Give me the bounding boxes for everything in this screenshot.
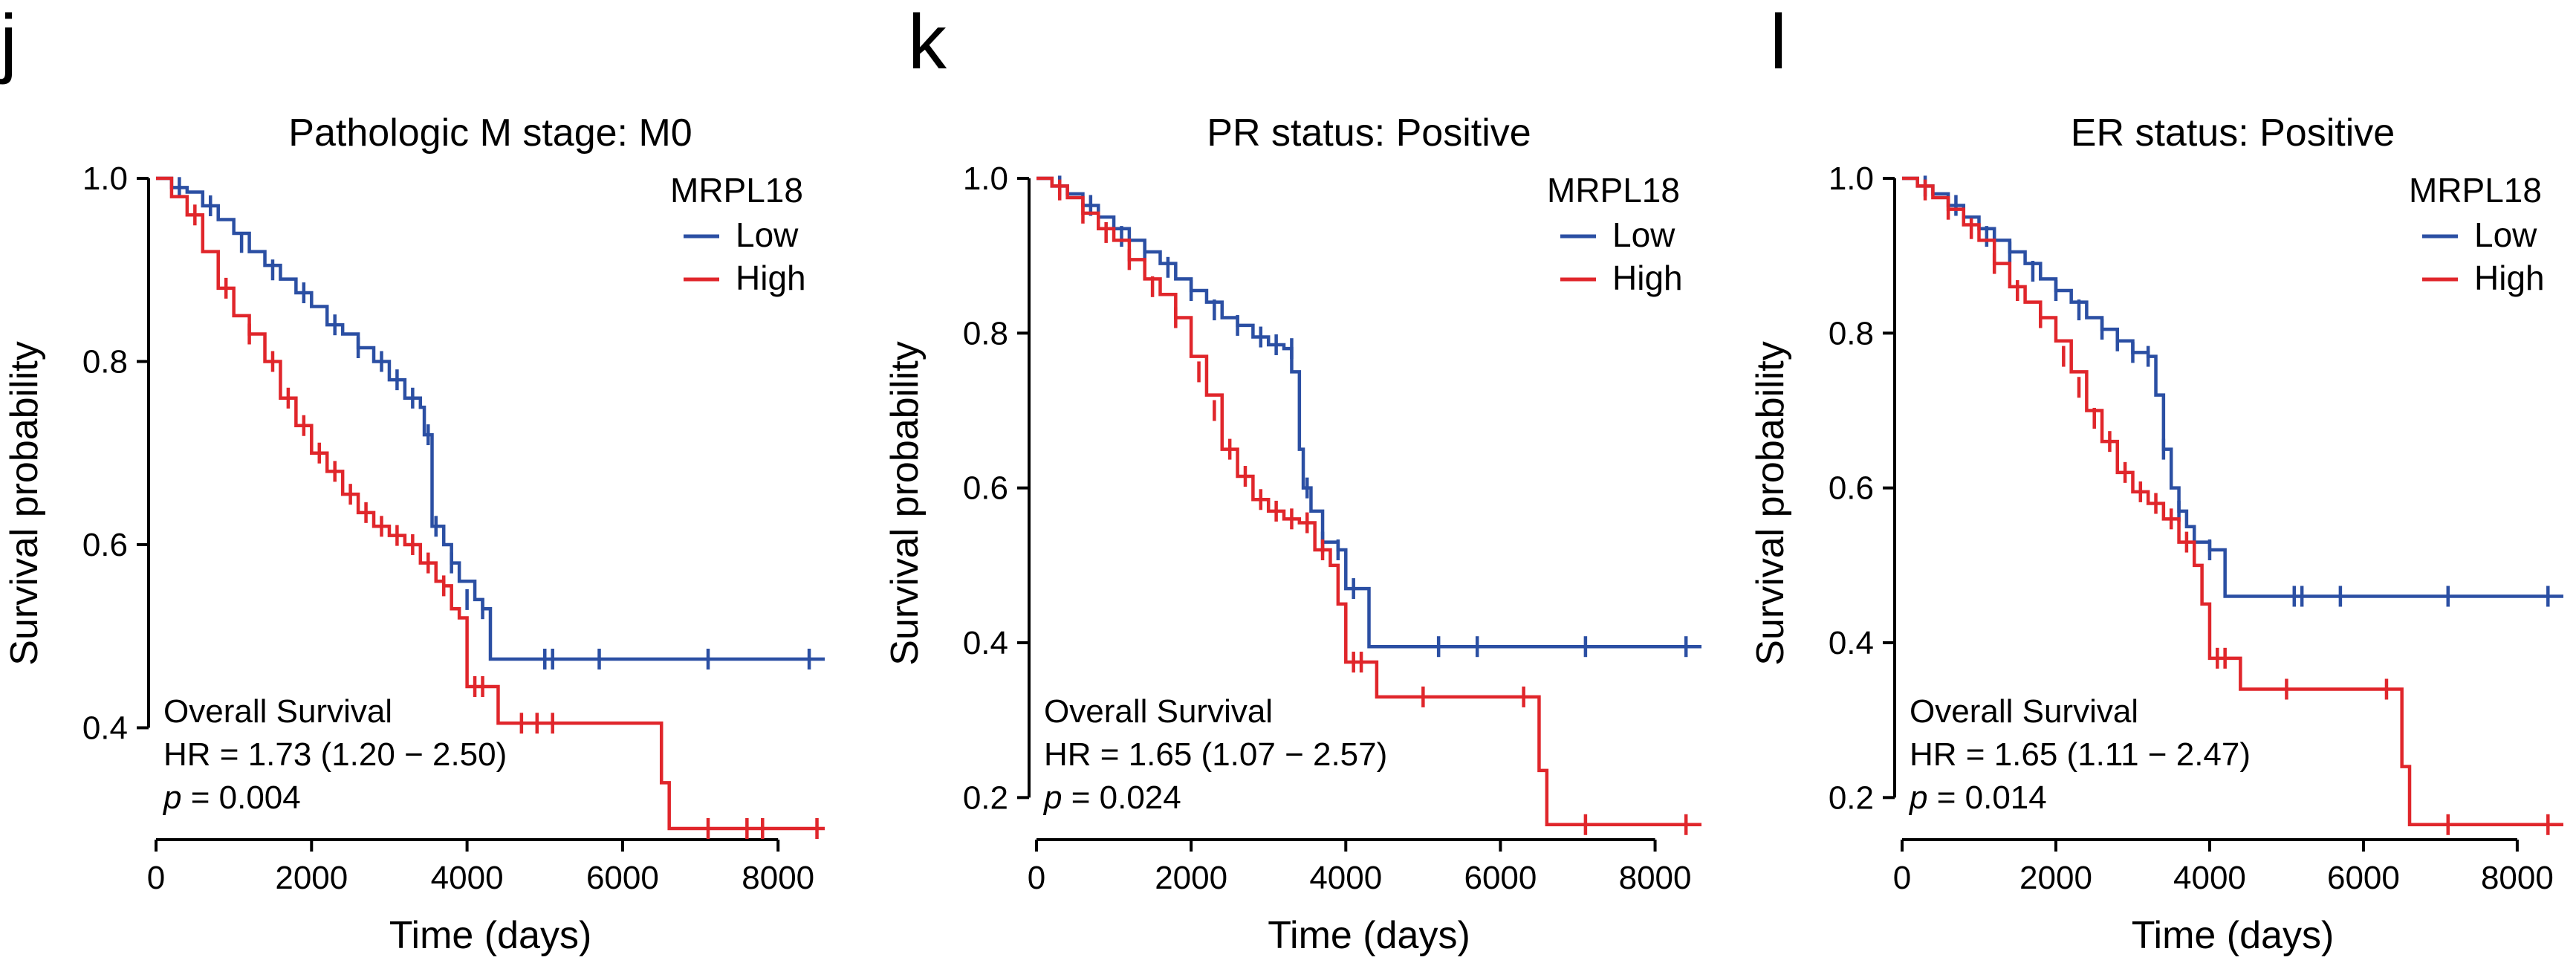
legend-label-low: Low (2474, 215, 2537, 254)
km-curve-low (1902, 176, 2563, 598)
annotation-hr: HR = 1.73 (1.20 − 2.50) (163, 736, 507, 773)
panel-letter: j (0, 0, 17, 85)
annotation-p: p = 0.004 (162, 779, 301, 816)
x-tick-label: 2000 (275, 860, 348, 896)
chart-title: ER status: Positive (2071, 111, 2395, 155)
x-tick-label: 8000 (1619, 860, 1692, 896)
x-axis-label: Time (days) (1268, 914, 1470, 957)
y-tick-label: 0.8 (82, 343, 128, 380)
x-tick-label: 2000 (1155, 860, 1227, 896)
panel-k: k PR status: Positive 0.2 0.4 0.6 0.8 1.0 Survi… (883, 0, 1701, 957)
km-curve-high (156, 176, 825, 831)
legend-label-high: High (2474, 259, 2545, 297)
legend-label-high: High (736, 259, 806, 297)
p-value: = 0.024 (1062, 779, 1181, 816)
panel-j: j Pathologic M stage: M0 0.4 0.6 0.8 1.0 Survi… (0, 0, 825, 957)
x-tick-label: 4000 (1309, 860, 1382, 896)
p-symbol: p (1042, 779, 1062, 816)
legend-label-low: Low (736, 215, 799, 254)
km-curve-low (156, 176, 825, 661)
x-tick-label: 2000 (2019, 860, 2092, 896)
panel-letter: k (908, 0, 947, 85)
legend-label-high: High (1612, 259, 1683, 297)
x-tick-label: 0 (147, 860, 165, 896)
y-tick-label: 1.0 (1829, 160, 1874, 197)
x-tick-label: 4000 (2173, 860, 2246, 896)
annotation-line1: Overall Survival (1044, 693, 1273, 730)
y-axis-label: Survival probability (3, 341, 46, 665)
y-tick-label: 0.6 (82, 527, 128, 563)
annotation-hr: HR = 1.65 (1.11 − 2.47) (1910, 736, 2251, 773)
p-value: = 0.004 (181, 779, 300, 816)
p-value: = 0.014 (1927, 779, 2046, 816)
km-curve-low (1036, 176, 1701, 649)
x-tick-label: 8000 (2481, 860, 2554, 896)
panel-letter: l (1770, 0, 1787, 85)
x-axis-label: Time (days) (2132, 914, 2335, 957)
x-tick-label: 0 (1028, 860, 1045, 896)
y-tick-label: 0.4 (963, 625, 1008, 661)
x-tick-label: 8000 (742, 860, 814, 896)
legend-title: MRPL18 (1547, 171, 1680, 210)
y-tick-label: 0.6 (1829, 470, 1874, 507)
x-tick-label: 6000 (1464, 860, 1537, 896)
y-tick-label: 0.2 (1829, 779, 1874, 816)
x-tick-label: 6000 (586, 860, 659, 896)
annotation-p: p = 0.014 (1908, 779, 2047, 816)
y-tick-label: 0.2 (963, 779, 1008, 816)
annotation-line1: Overall Survival (163, 693, 392, 730)
x-tick-label: 6000 (2327, 860, 2400, 896)
annotation-p: p = 0.024 (1042, 779, 1181, 816)
y-tick-label: 1.0 (963, 160, 1008, 197)
p-symbol: p (162, 779, 181, 816)
legend-title: MRPL18 (670, 171, 803, 210)
y-axis-label: Survival probability (883, 341, 927, 665)
chart-title: PR status: Positive (1207, 111, 1531, 155)
panel-l: l ER status: Positive 0.2 0.4 0.6 0.8 1.0 Survi… (1749, 0, 2563, 957)
chart-title: Pathologic M stage: M0 (288, 111, 692, 155)
p-symbol: p (1908, 779, 1927, 816)
legend-label-low: Low (1612, 215, 1675, 254)
y-tick-label: 0.6 (963, 470, 1008, 507)
x-tick-label: 0 (1893, 860, 1911, 896)
y-tick-label: 0.8 (963, 315, 1008, 351)
legend-title: MRPL18 (2409, 171, 2542, 210)
y-axis-label: Survival probability (1749, 341, 1792, 665)
y-tick-label: 1.0 (82, 160, 128, 197)
x-tick-label: 4000 (431, 860, 504, 896)
y-tick-label: 0.4 (82, 710, 128, 746)
annotation-line1: Overall Survival (1910, 693, 2138, 730)
annotation-hr: HR = 1.65 (1.07 − 2.57) (1044, 736, 1387, 773)
y-tick-label: 0.8 (1829, 315, 1874, 351)
y-tick-label: 0.4 (1829, 625, 1874, 661)
x-axis-label: Time (days) (389, 914, 592, 957)
